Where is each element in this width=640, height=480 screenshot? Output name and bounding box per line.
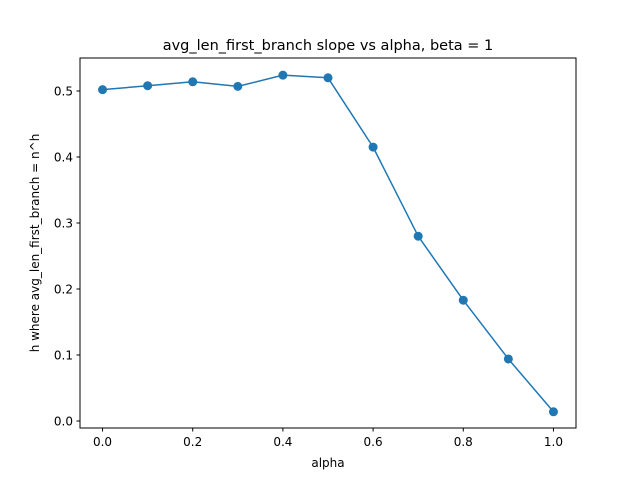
x-tick-label: 1.0 [544, 435, 563, 449]
x-axis-label: alpha [311, 456, 344, 470]
y-tick-label: 0.2 [54, 283, 73, 297]
data-point [278, 70, 288, 80]
data-point [143, 81, 153, 91]
data-point [413, 231, 423, 241]
x-tick-label: 0.6 [364, 435, 383, 449]
x-axis-ticks: 0.0 0.2 0.4 0.6 0.8 1.0 [93, 428, 563, 449]
y-axis-ticks: 0.0 0.1 0.2 0.3 0.4 0.5 [54, 85, 80, 429]
data-point [188, 77, 198, 87]
data-point [368, 142, 378, 152]
x-tick-label: 0.0 [93, 435, 112, 449]
axes-frame [79, 57, 577, 429]
x-tick-label: 0.8 [454, 435, 473, 449]
y-tick-label: 0.1 [54, 349, 73, 363]
chart-title: avg_len_first_branch slope vs alpha, bet… [163, 38, 494, 54]
data-point [233, 81, 243, 91]
y-tick-label: 0.0 [54, 415, 73, 429]
data-point [503, 354, 513, 364]
data-point [548, 407, 558, 417]
x-tick-label: 0.2 [183, 435, 202, 449]
y-tick-label: 0.4 [54, 151, 73, 165]
data-point [458, 295, 468, 305]
x-tick-label: 0.4 [273, 435, 292, 449]
y-axis-label: h where avg_len_first_branch = n^h [28, 134, 42, 353]
data-point [98, 85, 108, 95]
data-point [323, 73, 333, 83]
y-tick-label: 0.3 [54, 217, 73, 231]
y-tick-label: 0.5 [54, 85, 73, 99]
plot-area [98, 70, 558, 417]
